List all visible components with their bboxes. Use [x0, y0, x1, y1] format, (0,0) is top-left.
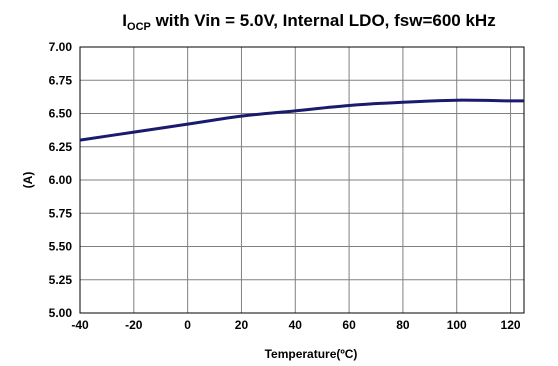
x-axis-ticks: -40 -20 0 20 40 60 80 100 120	[71, 318, 521, 332]
x-tick-label: -40	[71, 318, 89, 332]
y-tick-label: 5.75	[49, 206, 73, 220]
y-tick-label: 6.25	[49, 140, 73, 154]
chart-title-rest: with Vin = 5.0V, Internal LDO, fsw=600 k…	[151, 11, 496, 30]
y-tick-label: 7.00	[49, 40, 73, 54]
y-tick-label: 6.75	[49, 73, 73, 87]
x-tick-label: 100	[447, 318, 467, 332]
x-tick-label: 80	[396, 318, 410, 332]
series-line	[79, 98, 525, 142]
x-tick-label: 20	[235, 318, 249, 332]
x-tick-label: 0	[184, 318, 191, 332]
y-axis-label: (A)	[21, 172, 35, 189]
y-tick-label: 6.50	[49, 107, 73, 121]
x-axis-label: Temperature(ºC)	[265, 347, 358, 361]
x-tick-label: 60	[342, 318, 356, 332]
y-tick-label: 5.00	[49, 306, 73, 320]
grid	[79, 46, 524, 314]
x-tick-label: -20	[125, 318, 143, 332]
chart-title-main: I	[122, 11, 127, 30]
y-tick-label: 5.50	[49, 240, 73, 254]
y-axis-ticks: 5.00 5.25 5.50 5.75 6.00 6.25 6.50 6.75 7.00	[49, 40, 73, 320]
x-tick-label: 40	[289, 318, 303, 332]
chart-title-subscript: OCP	[127, 21, 151, 33]
plot-area-frame	[79, 46, 525, 314]
chart-title: IOCP with Vin = 5.0V, Internal LDO, fsw=…	[122, 11, 495, 33]
x-tick-label: 120	[501, 318, 521, 332]
y-tick-label: 6.00	[49, 173, 73, 187]
series-layer	[79, 98, 525, 142]
y-tick-label: 5.25	[49, 273, 73, 287]
